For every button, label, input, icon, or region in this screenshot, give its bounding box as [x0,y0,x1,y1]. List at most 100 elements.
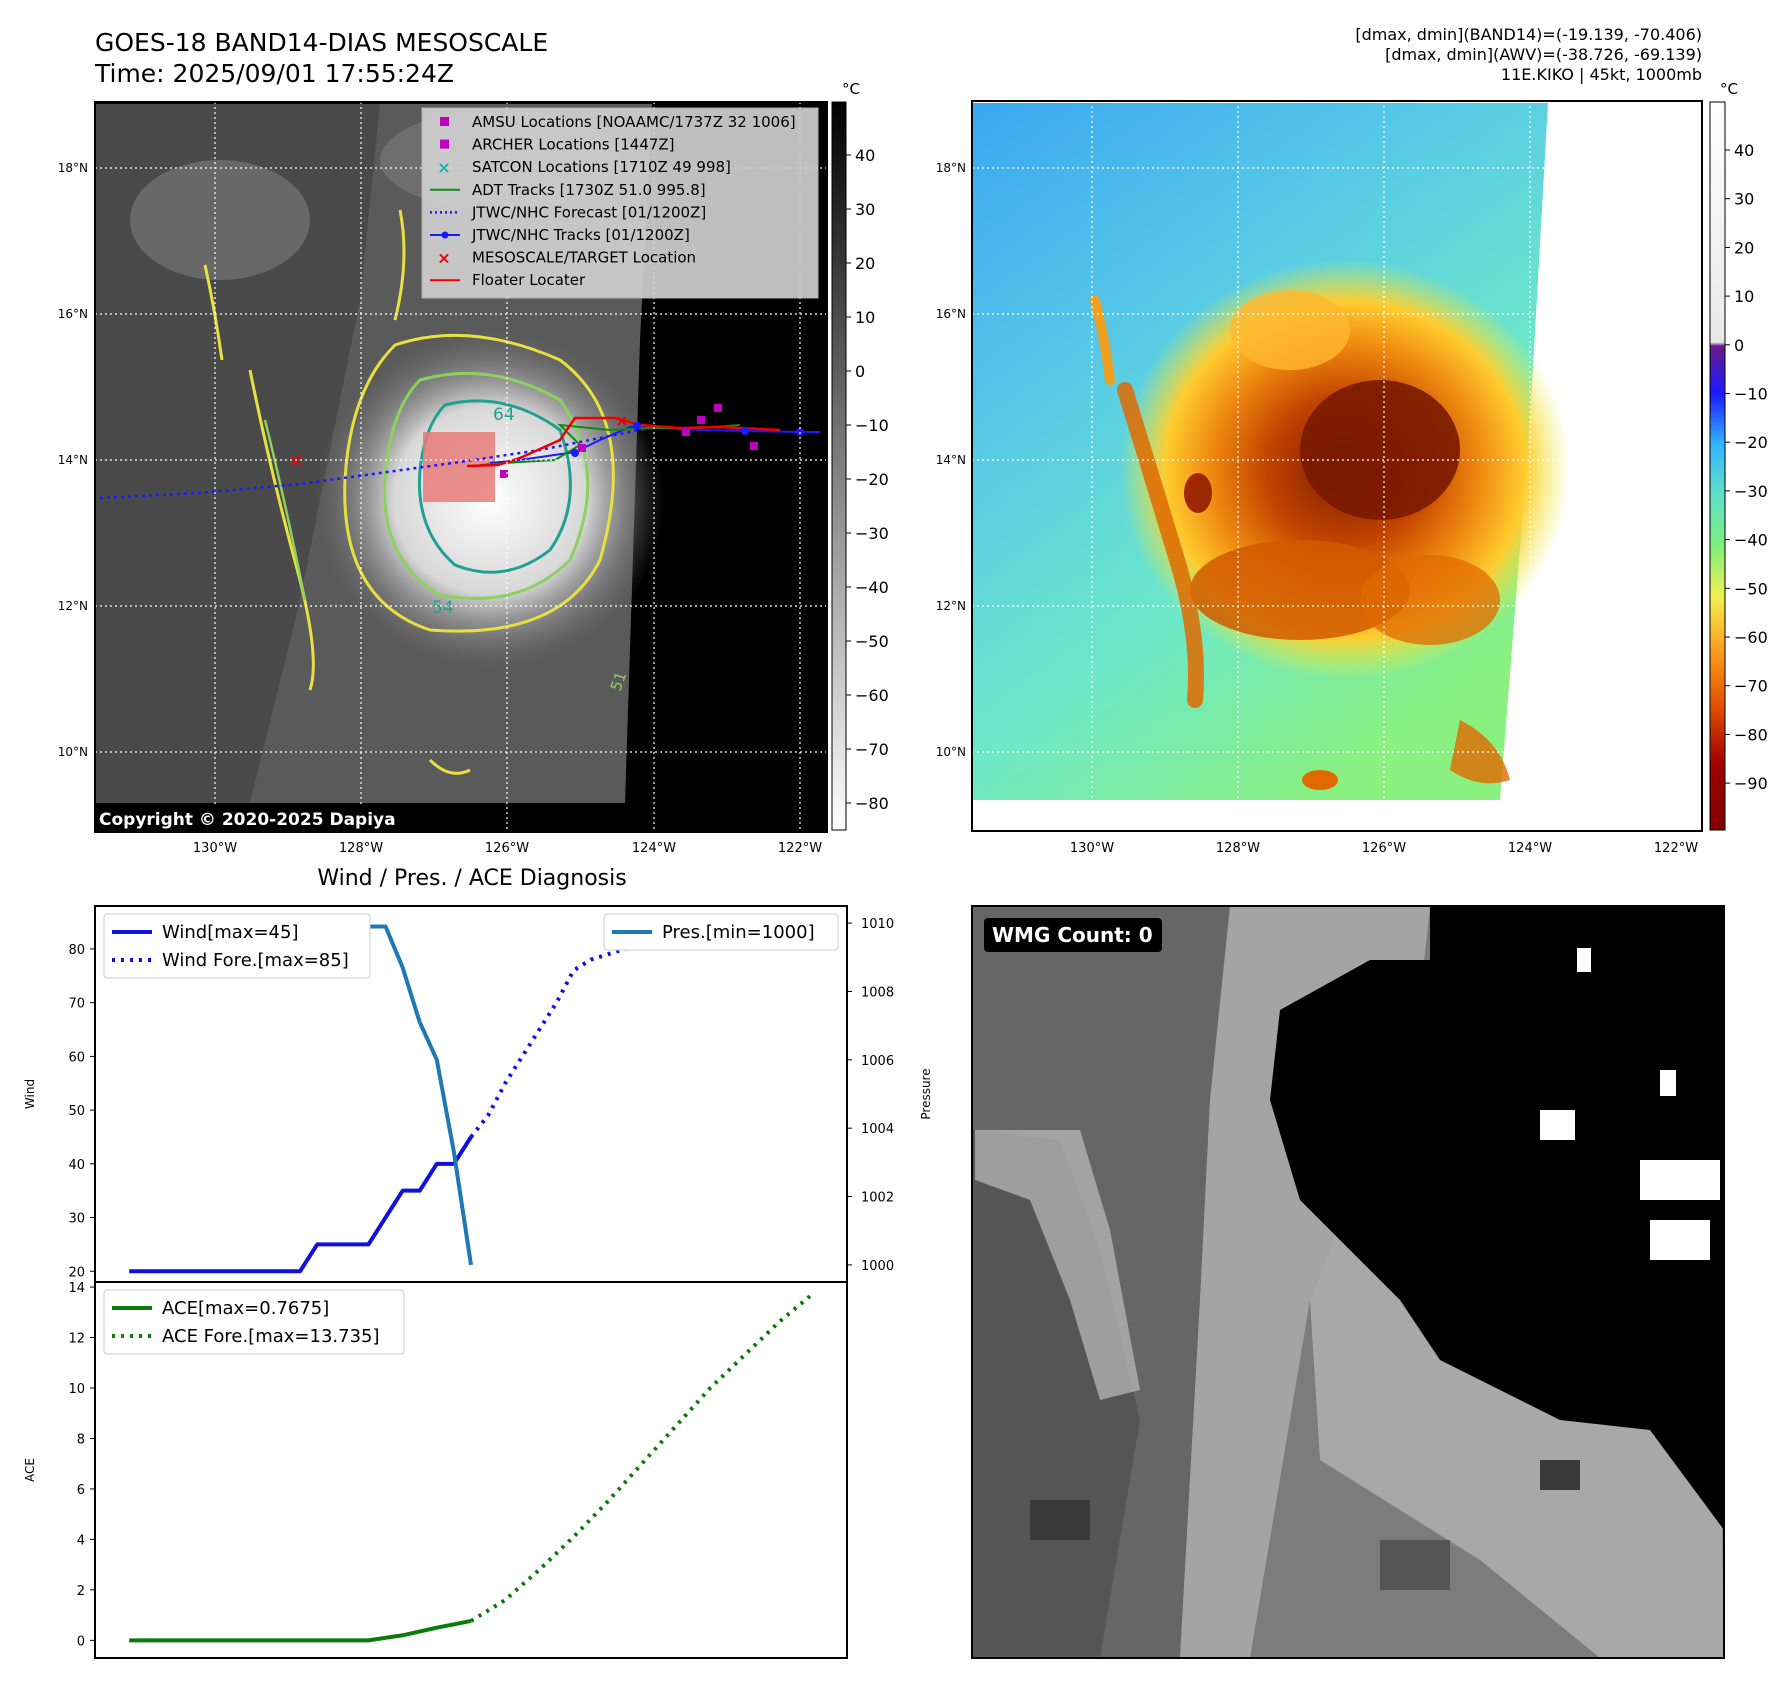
y-tick-label: 10 [68,1382,85,1397]
gray-colorbar-tick: −30 [855,524,889,543]
svg-text:128°W: 128°W [1216,841,1260,856]
legend-dot-icon [441,231,449,239]
y-tick-label: 14 [68,1281,85,1296]
map-legend-item: × MESOSCALE/TARGET Location [437,249,696,268]
svg-text:16°N: 16°N [58,307,88,321]
ace-axis-label: ACE [23,1458,37,1482]
svg-text:124°W: 124°W [632,841,676,856]
ace-chart: 0 2 4 6 8 10 12 14 ACE[max=0.7675] ACE Fore.[max=… [68,1281,848,1659]
svg-text:130°W: 130°W [1070,841,1114,856]
map-legend-label: JTWC/NHC Tracks [01/1200Z] [471,226,690,244]
svg-text:16°N: 16°N [936,307,966,321]
gray-colorbar-tick: −70 [855,740,889,759]
map-legend-label: MESOSCALE/TARGET Location [472,249,696,267]
map-legend-label: AMSU Locations [NOAAMC/1737Z 32 1006] [472,113,796,131]
y-tick-label: 6 [77,1483,85,1498]
map-legend-item: ARCHER Locations [1447Z] [440,136,675,154]
svg-text:126°W: 126°W [485,841,529,856]
gray-colorbar-tick: −40 [855,578,889,597]
y2-tick-label: 1004 [861,1122,894,1137]
y-tick-label: 80 [68,943,85,958]
svg-text:122°W: 122°W [1654,841,1698,856]
color-colorbar-tick: −70 [1734,677,1768,696]
series-windline [129,1135,473,1274]
series-ace-fore-line [469,1292,815,1623]
color-lat-labels: 18°N 16°N 14°N 12°N 10°N [936,161,966,759]
gray-colorbar-tick: −60 [855,686,889,705]
color-colorbar-tick: −90 [1734,774,1768,793]
y-tick-label: 50 [68,1104,85,1119]
map-legend-label: Floater Locater [472,271,586,289]
map-legend-item: Floater Locater [430,271,586,289]
color-colorbar-tick: 0 [1734,336,1744,355]
map-legend-item: JTWC/NHC Tracks [01/1200Z] [430,226,690,244]
y-tick-label: 20 [68,1265,85,1280]
y2-tick-label: 1002 [861,1191,894,1206]
ir-map-panel: 64 54 51 × × AMSU Locations [NOAAMC [58,101,828,856]
color-colorbar-tick: −10 [1734,385,1768,404]
svg-text:14°N: 14°N [936,453,966,467]
contour-label-51: 51 [607,669,630,693]
y-tick-label: 2 [77,1584,85,1599]
color-colorbar-tick: −60 [1734,628,1768,647]
svg-text:130°W: 130°W [193,841,237,856]
map-legend-item: × SATCON Locations [1710Z 49 998] [437,158,731,177]
gray-colorbar-tick: 30 [855,200,875,219]
ir-lon-labels: 130°W 128°W 126°W 124°W 122°W [193,841,822,856]
wmg-panel: WMG Count: 0 [971,905,1725,1659]
map-legend-item: JTWC/NHC Forecast [01/1200Z] [430,203,706,221]
color-lon-labels: 130°W 128°W 126°W 124°W 122°W [1070,841,1698,856]
ir-map-frame [94,101,828,833]
svg-text:128°W: 128°W [339,841,383,856]
contour-label-64: 64 [493,405,515,425]
map-legend-label: ADT Tracks [1730Z 51.0 995.8] [472,181,706,199]
svg-text:122°W: 122°W [778,841,822,856]
y2-tick-label: 1010 [861,917,894,932]
map-legend-label: SATCON Locations [1710Z 49 998] [472,158,731,176]
map-legend-label: JTWC/NHC Forecast [01/1200Z] [471,203,706,221]
svg-text:14°N: 14°N [58,453,88,467]
color-colorbar-tick: −30 [1734,482,1768,501]
svg-text:10°N: 10°N [936,745,966,759]
figure-time: Time: 2025/09/01 17:55:24Z [94,59,454,88]
y2-tick-label: 1000 [861,1259,894,1274]
chart-legend: ACE[max=0.7675] ACE Fore.[max=13.735] [103,1289,405,1355]
color-colorbar-tick: −50 [1734,579,1768,598]
y-tick-label: 8 [77,1432,85,1447]
wind-axis-label: Wind [23,1079,37,1109]
color-map-frame [971,100,1703,832]
y-tick-label: 60 [68,1050,85,1065]
gray-colorbar-tick: −50 [855,632,889,651]
legend-label: ACE[max=0.7675] [162,1298,329,1319]
color-colorbar-tick: −40 [1734,531,1768,550]
pressure-axis-label: Pressure [919,1068,933,1119]
gray-colorbar-tick: −80 [855,794,889,813]
svg-text:×: × [615,411,628,430]
y-tick-label: 12 [68,1332,85,1347]
legend-square-icon [440,117,449,126]
diagnosis-title: Wind / Pres. / ACE Diagnosis [317,866,626,891]
color-colorbar-tick: 10 [1734,287,1754,306]
floater-box [423,432,495,502]
legend-label: ACE Fore.[max=13.735] [162,1326,380,1347]
color-colorbar-tick: 20 [1734,238,1754,257]
wmg-count-label: WMG Count: 0 [992,923,1153,947]
copyright-text: Copyright © 2020-2025 Dapiya [99,810,396,830]
svg-text:18°N: 18°N [936,161,966,175]
color-colorbar-unit: °C [1720,80,1738,98]
y2-tick-label: 1008 [861,985,894,1000]
wmg-frame [971,905,1725,1659]
gray-colorbar-tick: −10 [855,416,889,435]
gray-colorbar-tick: 0 [855,362,865,381]
map-legend-label: ARCHER Locations [1447Z] [472,136,675,154]
contour-label-54: 54 [432,598,454,618]
legend-label: Wind[max=45] [162,922,299,943]
wind-pressure-chart: 20 30 40 50 60 70 80 1000 1002 1004 1006 1008 1010 Wi… [68,905,894,1283]
chart-legend: Wind[max=45] Wind Fore.[max=85] [103,913,371,979]
legend-label: Pres.[min=1000] [662,922,815,943]
y-tick-label: 30 [68,1212,85,1227]
map-legend-item: AMSU Locations [NOAAMC/1737Z 32 1006] [440,113,796,131]
y-tick-label: 0 [77,1634,85,1649]
gray-colorbar-tick: 20 [855,254,875,273]
